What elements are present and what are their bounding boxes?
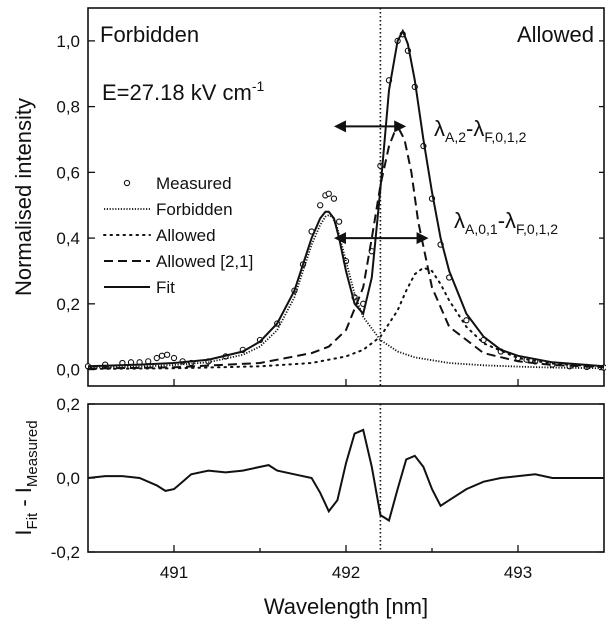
residual-label-sub2: Measured xyxy=(24,420,41,487)
legend-label-measured: Measured xyxy=(156,174,232,193)
legend-label-allowed-2-1: Allowed [2,1] xyxy=(156,252,253,271)
xtick-label: 491 xyxy=(160,563,188,582)
series-fit xyxy=(87,28,605,368)
residual-y-axis-label: IFit - IMeasured xyxy=(11,420,41,535)
lambda-a01-dash: -λ xyxy=(498,208,516,233)
forbidden-label: Forbidden xyxy=(100,22,199,47)
lambda-a2-annotation: λA,2-λF,0,1,2 xyxy=(434,116,527,145)
bottom-ytick-label: 0,2 xyxy=(56,395,80,414)
measured-point xyxy=(317,202,324,209)
bottom-panel: -0,2 0,0 0,2 491 492 493 IFit - IMeasured Wa… xyxy=(11,395,605,619)
legend-label-allowed: Allowed xyxy=(156,226,216,245)
measured-point xyxy=(463,317,470,324)
lambda-a01-annotation: λA,0,1-λF,0,1,2 xyxy=(454,208,558,237)
measured-point xyxy=(153,354,160,362)
measured-point xyxy=(158,352,166,359)
xtick-label: 492 xyxy=(332,563,360,582)
bottom-ytick-label: 0,0 xyxy=(56,469,80,488)
bottom-ytick-label: -0,2 xyxy=(51,543,80,562)
measured-point xyxy=(325,190,332,197)
top-ytick-label: 1,0 xyxy=(56,32,80,51)
arrow-head-left xyxy=(333,120,346,133)
field-strength-exponent: -1 xyxy=(252,78,265,94)
measured-point xyxy=(335,218,343,225)
series-residual xyxy=(87,428,604,523)
field-strength-text: E=27.18 kV cm xyxy=(102,80,252,105)
xtick-label: 493 xyxy=(504,563,532,582)
top-ytick-label: 0,8 xyxy=(56,98,80,117)
top-panel: 0,00,20,40,60,81,0 Normalised intensity … xyxy=(11,7,606,387)
legend-label-forbidden: Forbidden xyxy=(156,200,233,219)
top-ytick-label: 0,2 xyxy=(56,295,80,314)
top-ytick-label: 0,4 xyxy=(56,229,80,248)
lambda-a2-sub2: F,0,1,2 xyxy=(484,129,526,145)
residual-label-mid: - I xyxy=(11,487,36,513)
legend: Measured Forbidden Allowed Allowed [2,1] Fit xyxy=(103,174,253,297)
lambda-a01-sub1: A,0,1 xyxy=(465,221,498,237)
series-forbidden xyxy=(87,214,605,370)
measured-point xyxy=(330,195,338,202)
lambda-a01-sub2: F,0,1,2 xyxy=(516,221,558,237)
field-strength-label: E=27.18 kV cm-1 xyxy=(102,78,264,105)
x-axis-label: Wavelength [nm] xyxy=(264,594,428,619)
top-ytick-label: 0,0 xyxy=(56,361,80,380)
series-allowed xyxy=(87,266,605,370)
top-ytick-label: 0,6 xyxy=(56,163,80,182)
lambda-a2-sub1: A,2 xyxy=(445,129,466,145)
legend-swatch-measured xyxy=(123,179,131,187)
measured-point xyxy=(163,351,171,358)
arrow-head-right xyxy=(416,232,429,245)
y-axis-label: Normalised intensity xyxy=(11,98,36,296)
arrow-head-left xyxy=(333,232,346,245)
arrow-head-right xyxy=(394,120,407,133)
lambda-a01-main: λ xyxy=(454,208,465,233)
lambda-a2-main: λ xyxy=(434,116,445,141)
legend-label-fit: Fit xyxy=(156,278,175,297)
lambda-a2-dash: -λ xyxy=(466,116,484,141)
residual-label-main: I xyxy=(11,529,36,535)
residual-label-sub1: Fit xyxy=(24,512,41,529)
measured-point xyxy=(170,354,178,362)
bottom-plot-frame xyxy=(87,403,605,553)
series-allowed-2-1 xyxy=(87,128,605,370)
allowed-label: Allowed xyxy=(517,22,594,47)
